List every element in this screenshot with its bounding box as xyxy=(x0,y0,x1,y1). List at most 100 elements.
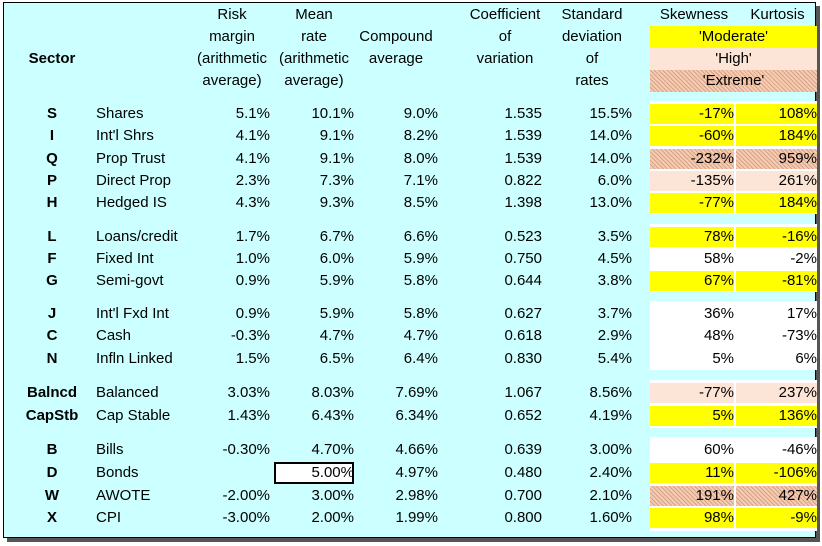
kurtosis-value: -2% xyxy=(736,249,817,269)
compound-average-value: 1.99% xyxy=(395,509,438,526)
mean-rate-value: 5.9% xyxy=(319,305,354,322)
mean-rate-value: 9.3% xyxy=(319,194,354,211)
skewness-value: 58% xyxy=(650,249,734,269)
risk-margin-value: 1.0% xyxy=(235,250,270,267)
compound-average-value: 8.0% xyxy=(403,150,438,167)
compound-average-value: 5.9% xyxy=(403,250,438,267)
coefficient-value: 0.480 xyxy=(504,464,542,481)
risk-margin-value: 4.1% xyxy=(235,150,270,167)
mean-rate-value: 6.7% xyxy=(319,228,354,245)
table-row: CapStb Cap Stable 1.43% 6.43% 6.34% 0.652 4.19… xyxy=(4,405,817,427)
header-coefficient-line: variation xyxy=(476,50,534,67)
header-std-dev: Standard deviation of rates xyxy=(549,4,635,92)
risk-margin-value: 0.9% xyxy=(235,305,270,322)
std-dev-value: 15.5% xyxy=(589,105,632,122)
coefficient-value: 0.800 xyxy=(504,509,542,526)
header-risk-line: (arithmetic xyxy=(196,50,267,67)
sector-name: Semi-govt xyxy=(96,272,164,289)
risk-margin-value: -2.00% xyxy=(222,487,270,504)
kurtosis-value: 6% xyxy=(736,349,817,369)
table-row: F Fixed Int 1.0% 6.0% 5.9% 0.750 4.5% 58% -2% xyxy=(4,248,817,270)
compound-average-value: 2.98% xyxy=(395,487,438,504)
std-dev-value: 6.0% xyxy=(597,172,632,189)
risk-margin-value: 4.3% xyxy=(235,194,270,211)
risk-margin-value: -3.00% xyxy=(222,509,270,526)
mean-rate-value: 5.00% xyxy=(274,462,354,484)
kurtosis-value: 237% xyxy=(736,383,817,403)
std-dev-value: 3.7% xyxy=(597,305,632,322)
sector-name: Cap Stable xyxy=(96,407,171,424)
std-dev-value: 4.19% xyxy=(589,407,632,424)
std-dev-value: 3.5% xyxy=(597,228,632,245)
std-dev-value: 13.0% xyxy=(589,194,632,211)
legend-high: 'High' xyxy=(650,48,817,70)
coefficient-value: 0.830 xyxy=(504,350,542,367)
header-std-line: of xyxy=(585,50,599,67)
header-coefficient-line: of xyxy=(498,28,512,45)
coefficient-value: 1.535 xyxy=(504,105,542,122)
table-row: H Hedged IS 4.3% 9.3% 8.5% 1.398 13.0% -77% 184% xyxy=(4,192,817,214)
skewness-value: 11% xyxy=(650,463,734,483)
kurtosis-value: -16% xyxy=(736,227,817,247)
risk-margin-value: 4.1% xyxy=(235,127,270,144)
risk-margin-value: 1.43% xyxy=(227,407,270,424)
mean-rate-value: 5.9% xyxy=(319,272,354,289)
skewness-value: 67% xyxy=(650,271,734,291)
header-mean-rate: Mean rate (arithmetic average) xyxy=(272,4,356,92)
coefficient-value: 0.627 xyxy=(504,305,542,322)
skewness-value: 78% xyxy=(650,227,734,247)
mean-rate-value: 8.03% xyxy=(311,384,354,401)
table-row: Balncd Balanced 3.03% 8.03% 7.69% 1.067 8.56% -… xyxy=(4,382,817,404)
sector-name: Balanced xyxy=(96,384,159,401)
coefficient-value: 0.644 xyxy=(504,272,542,289)
std-dev-value: 2.40% xyxy=(589,464,632,481)
table-row: S Shares 5.1% 10.1% 9.0% 1.535 15.5% -17% 108% xyxy=(4,103,817,125)
sector-name: CPI xyxy=(96,509,122,526)
sector-name: Direct Prop xyxy=(96,172,172,189)
compound-average-value: 9.0% xyxy=(403,105,438,122)
header-std-line: rates xyxy=(575,72,609,89)
coefficient-value: 0.523 xyxy=(504,228,542,245)
mean-rate-value: 6.5% xyxy=(319,350,354,367)
sector-code: P xyxy=(46,172,57,189)
header-sector: Sector xyxy=(28,50,76,67)
legend-moderate: 'Moderate' xyxy=(650,26,817,48)
mean-rate-value: 9.1% xyxy=(319,150,354,167)
header-skewness: Skewness xyxy=(659,6,729,23)
mean-rate-value: 6.0% xyxy=(319,250,354,267)
std-dev-value: 5.4% xyxy=(597,350,632,367)
table-row: X CPI -3.00% 2.00% 1.99% 0.800 1.60% 98% -9% xyxy=(4,507,817,529)
coefficient-value: 1.398 xyxy=(504,194,542,211)
table-row: B Bills -0.30% 4.70% 4.66% 0.639 3.00% 60% -46% xyxy=(4,439,817,461)
mean-rate-value: 9.1% xyxy=(319,127,354,144)
sector-code: S xyxy=(46,105,57,122)
skewness-value: -77% xyxy=(650,383,734,403)
sector-code: CapStb xyxy=(25,407,79,424)
sector-code: N xyxy=(46,350,58,367)
sector-code: C xyxy=(46,327,58,344)
table-row: J Int'l Fxd Int 0.9% 5.9% 5.8% 0.627 3.7% 36% 17… xyxy=(4,303,817,325)
mean-rate-value: 6.43% xyxy=(311,407,354,424)
table-row: P Direct Prop 2.3% 7.3% 7.1% 0.822 6.0% -135% 26… xyxy=(4,170,817,192)
compound-average-value: 5.8% xyxy=(403,305,438,322)
kurtosis-value: -73% xyxy=(736,326,817,346)
skewness-value: 5% xyxy=(650,406,734,426)
risk-margin-value: -0.3% xyxy=(230,327,270,344)
sector-code: G xyxy=(46,272,58,289)
coefficient-value: 0.639 xyxy=(504,441,542,458)
std-dev-value: 4.5% xyxy=(597,250,632,267)
table-row: D Bonds 5.00% 4.97% 0.480 2.40% 11% -106% xyxy=(4,462,817,484)
std-dev-value: 14.0% xyxy=(589,127,632,144)
kurtosis-value: 184% xyxy=(736,193,817,213)
header-coefficient: Coefficient of variation xyxy=(460,4,550,70)
kurtosis-value: 108% xyxy=(736,104,817,124)
mean-rate-value: 3.00% xyxy=(311,487,354,504)
legend-extreme: 'Extreme' xyxy=(650,70,817,92)
compound-average-value: 6.34% xyxy=(395,407,438,424)
kurtosis-value: -106% xyxy=(736,463,817,483)
sector-code: I xyxy=(49,127,55,144)
kurtosis-value: 261% xyxy=(736,171,817,191)
compound-average-value: 4.97% xyxy=(395,464,438,481)
std-dev-value: 2.9% xyxy=(597,327,632,344)
sector-code: L xyxy=(47,228,57,245)
